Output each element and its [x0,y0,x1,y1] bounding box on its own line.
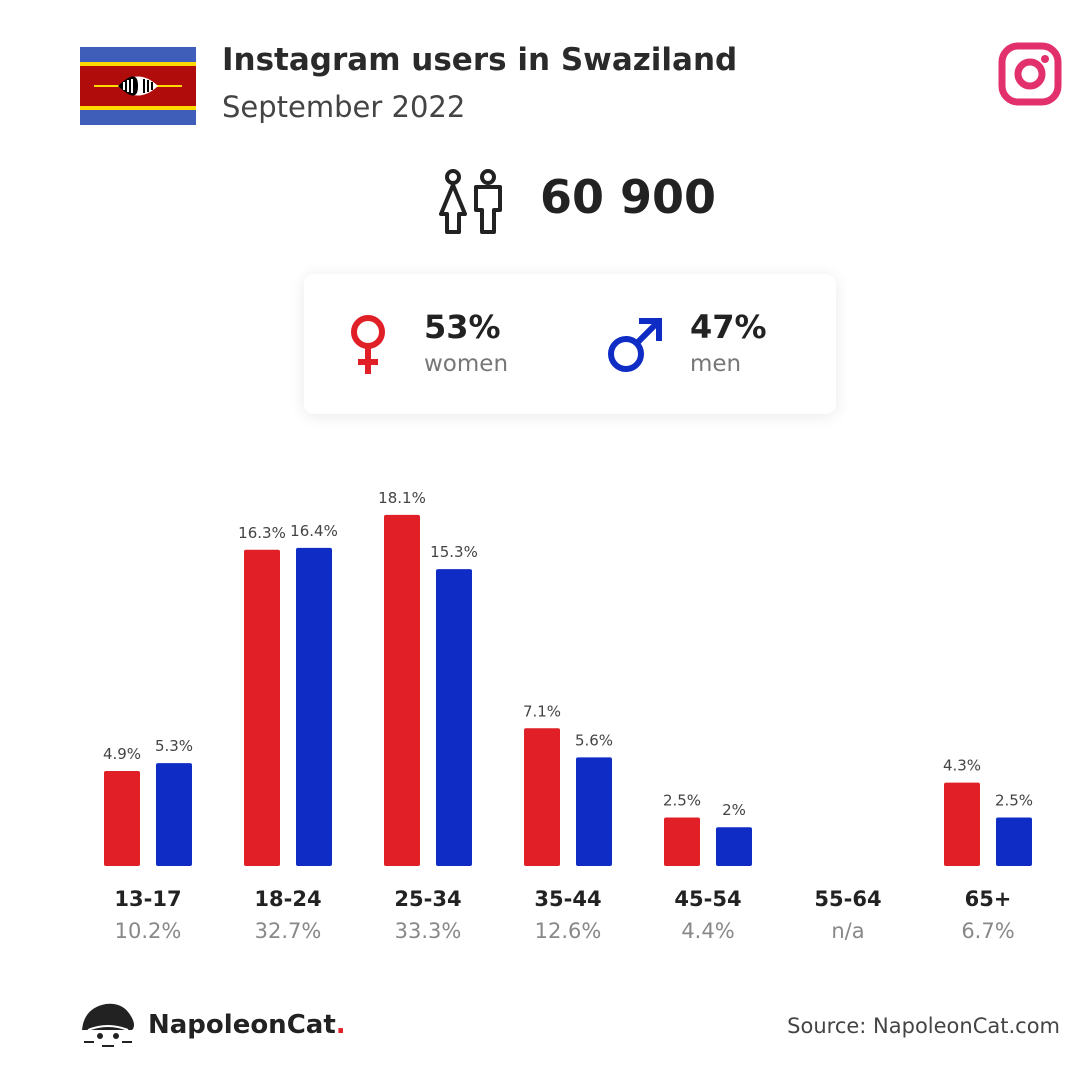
bar-value-label: 4.3% [943,757,981,775]
men-percentage: 47% [690,308,767,346]
bar-value-label: 5.3% [155,737,193,755]
women-label: women [424,351,509,377]
category-label-55-64: 55-64 [814,887,881,911]
bar-men-35-44 [576,757,612,866]
bar-value-label: 16.3% [238,524,286,542]
category-total-65+: 6.7% [961,919,1014,943]
category-label-35-44: 35-44 [534,887,601,911]
category-label-45-54: 45-54 [674,887,741,911]
bar-value-label: 2.5% [663,792,701,810]
category-total-55-64: n/a [831,919,864,943]
bar-value-label: 4.9% [103,745,141,763]
category-label-18-24: 18-24 [254,887,321,911]
age-gender-bar-chart: 4.9% 5.3% 13-17 10.2% 16.3% 16.4% 18-24 32.7% 18… [103,489,1033,943]
category-total-25-34: 33.3% [395,919,462,943]
eswatini-flag-icon [80,47,196,125]
female-symbol-icon [351,315,385,374]
bar-women-65+ [944,782,980,866]
total-users: 60 900 [540,170,717,224]
bar-men-25-34 [436,569,472,866]
category-label-25-34: 25-34 [394,887,461,911]
page-subtitle: September 2022 [222,90,466,124]
napoleoncat-logo-icon [82,1003,134,1047]
category-total-13-17: 10.2% [115,919,182,943]
bar-value-label: 7.1% [523,702,561,720]
bar-men-18-24 [296,547,332,866]
bar-value-label: 2.5% [995,792,1033,810]
male-symbol-icon [608,318,662,372]
instagram-icon [998,42,1062,106]
category-label-65+: 65+ [965,887,1012,911]
brand-name-text: NapoleonCat [148,1010,336,1040]
bar-women-35-44 [524,728,560,866]
bar-women-18-24 [244,549,280,866]
gender-breakdown-card: 53% women 47% men [304,274,836,414]
bar-women-13-17 [104,770,140,866]
category-label-13-17: 13-17 [114,887,181,911]
bar-men-65+ [996,817,1032,866]
category-total-35-44: 12.6% [535,919,602,943]
women-percentage: 53% [424,308,501,346]
brand-dot: . [335,1010,346,1040]
bar-value-label: 18.1% [378,489,426,507]
brand-name: NapoleonCat. [148,1010,346,1040]
page-title: Instagram users in Swaziland [222,42,738,78]
bar-value-label: 16.4% [290,522,338,540]
men-label: men [690,351,742,377]
bar-women-45-54 [664,817,700,866]
bar-value-label: 2% [722,801,746,819]
people-icon [439,169,502,234]
bar-men-13-17 [156,763,192,866]
bar-value-label: 5.6% [575,731,613,749]
category-total-45-54: 4.4% [681,919,734,943]
bar-women-25-34 [384,514,420,866]
bar-men-45-54 [716,827,752,866]
category-total-18-24: 32.7% [255,919,322,943]
bar-value-label: 15.3% [430,543,478,561]
source-attribution: Source: NapoleonCat.com [787,1014,1060,1038]
